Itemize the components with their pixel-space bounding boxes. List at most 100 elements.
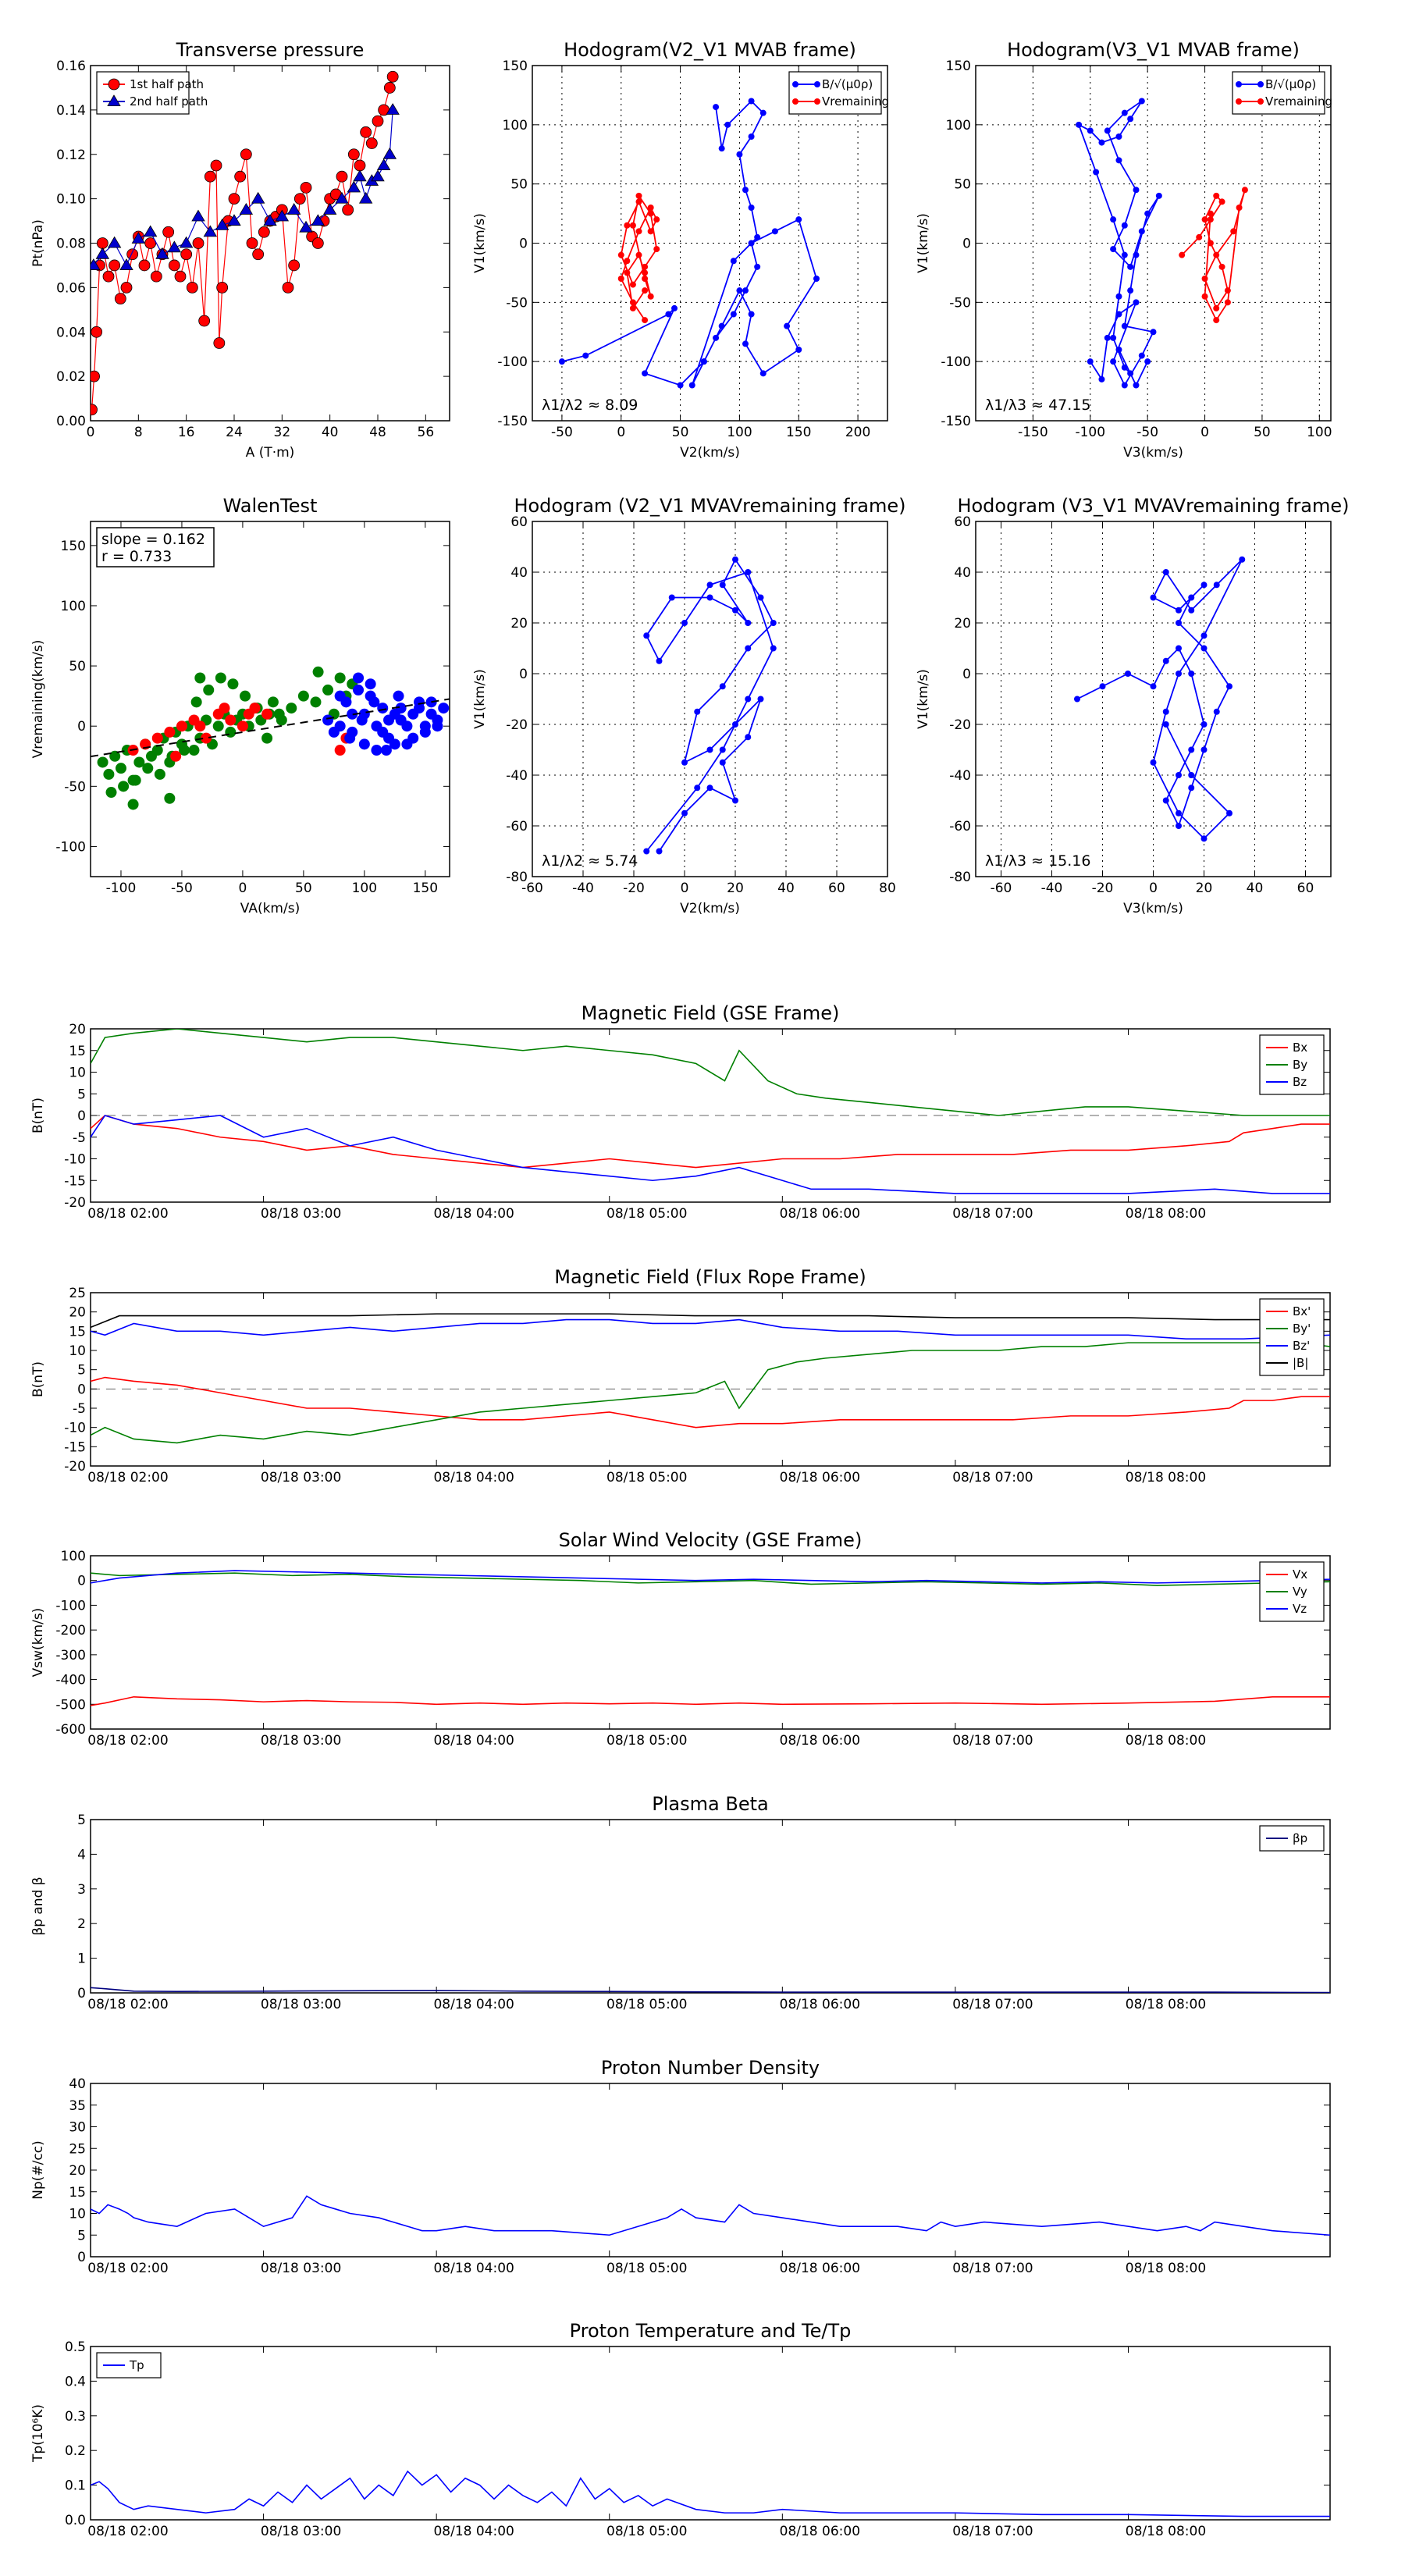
data-point <box>203 225 218 237</box>
series-vx <box>91 1695 1330 1706</box>
data-point <box>282 281 294 294</box>
x-tick-label: 40 <box>777 881 795 896</box>
data-point <box>138 259 151 272</box>
y-tick-label: 50 <box>954 177 971 193</box>
data-layer <box>91 666 450 810</box>
eigen-ratio-label: λ1/λ2 ≈ 8.09 <box>542 397 638 414</box>
data-point <box>719 683 726 690</box>
series-s0 <box>1074 556 1246 842</box>
y-tick-label: -5 <box>73 1401 86 1417</box>
data-point <box>1150 329 1157 336</box>
y-tick-label: 5 <box>77 1363 86 1379</box>
series-line <box>91 2195 1330 2236</box>
data-point <box>1224 299 1231 306</box>
legend-label: By <box>1293 1058 1307 1072</box>
data-point <box>671 304 678 311</box>
data-point <box>643 632 650 639</box>
x-tick-label: 08/18 03:00 <box>261 2261 341 2276</box>
y-tick-label: 20 <box>954 616 971 632</box>
x-tick-label: 08/18 02:00 <box>87 2261 168 2276</box>
data-point <box>383 82 396 94</box>
y-tick-label: 2 <box>77 1916 86 1932</box>
data-point <box>258 226 270 238</box>
chart-title: Proton Number Density <box>601 2057 820 2079</box>
data-point <box>681 759 688 766</box>
data-point <box>353 684 365 696</box>
x-tick-label: 08/18 05:00 <box>606 1206 687 1222</box>
y-tick-label: 0.12 <box>56 148 86 163</box>
y-tick-label: 0.02 <box>56 369 86 385</box>
y-tick-label: -40 <box>506 768 528 784</box>
data-point <box>624 269 631 276</box>
chart-title: Magnetic Field (Flux Rope Frame) <box>554 1266 866 1288</box>
data-point <box>694 708 701 715</box>
series-line <box>1077 100 1160 387</box>
series-line <box>91 2470 1330 2517</box>
data-point <box>1200 645 1208 652</box>
y-tick-label: 5 <box>77 2228 86 2243</box>
y-tick-label: -200 <box>55 1623 86 1638</box>
data-layer <box>91 1029 1330 1194</box>
fit-line <box>91 698 450 758</box>
series-vremaining <box>1179 187 1248 324</box>
y-tick-label: -100 <box>497 354 528 370</box>
data-point <box>109 750 121 762</box>
data-point <box>180 248 193 261</box>
legend-label: 2nd half path <box>130 94 208 109</box>
data-point <box>635 192 642 199</box>
series-line <box>91 1572 1330 1586</box>
y-tick-label: -10 <box>64 1421 86 1436</box>
data-point <box>1138 352 1145 359</box>
data-point <box>1110 216 1117 223</box>
data-point <box>216 281 229 294</box>
data-point <box>1133 187 1140 194</box>
series-2ndhalfpath <box>91 103 400 270</box>
data-point <box>1115 311 1122 318</box>
data-point <box>1087 127 1094 134</box>
x-tick-label: 0 <box>1200 425 1209 440</box>
data-point <box>706 746 713 753</box>
series-bz <box>91 1318 1330 1340</box>
data-point <box>334 672 346 684</box>
data-point <box>742 187 749 194</box>
legend-marker <box>1236 98 1242 105</box>
data-point <box>1200 632 1208 639</box>
data-point <box>748 98 755 105</box>
x-tick-label: 150 <box>413 881 438 896</box>
data-point <box>204 170 216 183</box>
data-point <box>706 785 713 792</box>
data-point <box>432 720 443 732</box>
data-layer <box>91 2195 1330 2236</box>
data-point <box>353 672 365 684</box>
data-point <box>688 382 695 389</box>
data-point <box>276 714 287 726</box>
data-point <box>635 228 642 235</box>
x-tick-label: 20 <box>1196 881 1213 896</box>
x-tick-label: -60 <box>521 881 543 896</box>
data-point <box>656 848 663 855</box>
data-point <box>642 269 649 276</box>
legend-label: Bz <box>1293 1075 1307 1089</box>
data-point <box>188 745 200 756</box>
legend: Bx By Bz <box>1259 1034 1325 1095</box>
y-tick-label: 15 <box>69 1324 86 1340</box>
plot-area <box>90 2346 1331 2521</box>
y-tick-label: 15 <box>69 1044 86 1059</box>
data-point <box>240 690 251 702</box>
data-point <box>745 620 752 626</box>
legend-label: Vx <box>1293 1567 1307 1582</box>
data-point <box>336 170 348 183</box>
y-tick-label: -20 <box>64 1195 86 1211</box>
chart-title: Hodogram (V3_V1 MVAVremaining frame) <box>957 495 1349 517</box>
series-line <box>91 1342 1330 1444</box>
data-point <box>179 745 190 756</box>
x-tick-label: 08/18 02:00 <box>87 2524 168 2539</box>
data-point <box>681 620 688 626</box>
data-point <box>748 205 755 211</box>
data-point <box>653 216 660 223</box>
y-tick-label: 35 <box>69 2098 86 2114</box>
x-tick-label: 0 <box>617 425 625 440</box>
y-tick-label: -60 <box>506 819 528 834</box>
data-point <box>748 240 755 247</box>
chart-beta: 08/18 02:00 08/18 03:00 08/18 04:00 08/18 0… <box>30 1793 1331 2012</box>
